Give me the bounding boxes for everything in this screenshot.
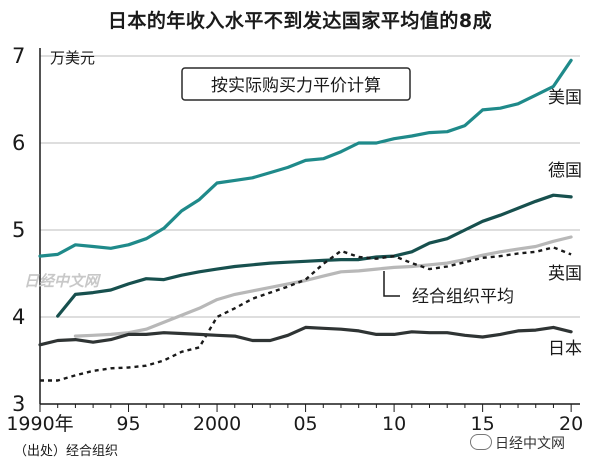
y-axis-label: 万美元 [50, 49, 95, 67]
watermark: 日经中文网 [470, 433, 565, 453]
x-tick-label: 15 [471, 413, 495, 435]
y-tick-label: 3 [12, 392, 25, 416]
y-tick-label: 4 [12, 305, 25, 329]
series-label-oecd: 经合组织平均 [412, 287, 514, 307]
series-line-oecd [40, 246, 572, 382]
watermark-inner: 日经中文网 [24, 272, 100, 290]
series-label-japan: 日本 [548, 339, 582, 359]
x-tick-label: 2000 [193, 413, 241, 435]
x-tick-label: 1990年 [6, 413, 73, 435]
source-note: （出处）经合组织 [14, 444, 119, 459]
x-tick-label: 20 [559, 413, 583, 435]
x-tick-label: 10 [382, 413, 406, 435]
series-label-uk: 英国 [548, 264, 582, 284]
watermark-text: 日经中文网 [495, 436, 565, 452]
series-line-uk [73, 235, 573, 338]
series-line-japan [38, 325, 573, 347]
oecd-leader-line [383, 271, 400, 297]
series-line-germany [56, 193, 573, 318]
y-tick-label: 5 [12, 218, 25, 242]
annotation-box [181, 67, 411, 101]
chart-title: 日本的年收入水平不到发达国家平均值的8成 [107, 10, 493, 32]
annotation-text: 按实际购买力平价计算 [211, 76, 381, 96]
x-tick-label: 05 [293, 413, 317, 435]
y-tick-label: 6 [12, 131, 25, 155]
series-label-germany: 德国 [548, 161, 582, 181]
x-tick-label: 95 [116, 413, 140, 435]
wechat-icon [470, 434, 492, 450]
series-label-usa: 美国 [548, 88, 582, 108]
y-tick-label: 7 [12, 44, 25, 68]
series-line-usa [38, 58, 573, 258]
